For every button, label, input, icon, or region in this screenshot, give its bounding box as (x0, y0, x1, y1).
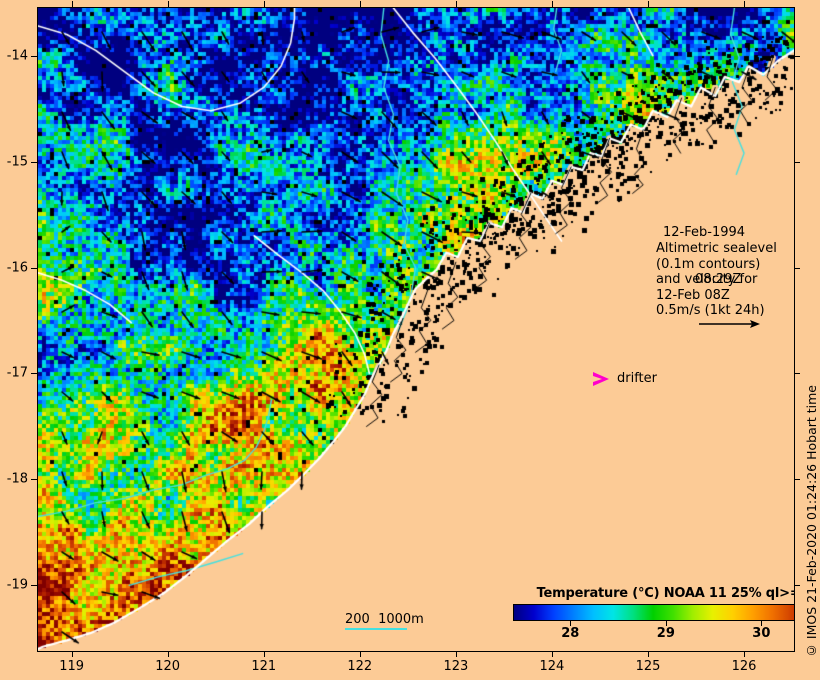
y-tick (31, 55, 37, 57)
y-tick (31, 373, 37, 375)
altimetry-description: Altimetric sealevel (0.1m contours) and … (656, 241, 777, 318)
x-tick-label: 125 (635, 659, 661, 674)
x-tick (551, 651, 553, 657)
colorbar-tick-labels: 28 29 30 (513, 626, 794, 642)
colorbar-gradient-fill (514, 605, 794, 620)
scalebar-label: 200 1000m (345, 612, 424, 627)
colorbar-tick-label: 28 (561, 626, 580, 641)
x-tick-label: 121 (251, 659, 277, 674)
y-tick-right (794, 373, 800, 375)
x-tick-top (744, 1, 746, 7)
x-tick (263, 651, 265, 657)
x-tick (71, 651, 73, 657)
x-tick-top (647, 1, 649, 7)
y-tick-label: -18 (6, 471, 28, 487)
y-tick-label: -14 (6, 48, 28, 64)
colorbar-tick-label: 30 (752, 626, 771, 641)
y-tick-right (794, 161, 800, 163)
colorbar: Temperature (°C) NOAA 11 25% ql>=2 28 29 3… (513, 586, 795, 642)
acquisition-date-annotation: 12-Feb-1994 08:29Z (663, 194, 745, 318)
y-tick (31, 161, 37, 163)
x-tick (455, 651, 457, 657)
drifter-label: drifter (617, 371, 657, 386)
x-tick-top (263, 1, 265, 7)
credit-text: © IMOS 21-Feb-2020 01:24:26 Hobart time (804, 384, 819, 658)
colorbar-title: Temperature (°C) NOAA 11 25% ql>=2 (536, 586, 795, 601)
scalebar-line (345, 628, 407, 630)
colorbar-tick-label: 29 (656, 626, 675, 641)
velocity-scale-arrow-icon (699, 320, 760, 328)
x-tick (744, 651, 746, 657)
drifter-arrow-icon (593, 372, 609, 386)
y-tick-right (794, 585, 800, 587)
y-tick-label: -19 (6, 577, 28, 593)
y-tick-label: -15 (6, 154, 28, 170)
x-tick-top (455, 1, 457, 7)
x-tick-label: 120 (155, 659, 181, 674)
y-tick (31, 479, 37, 481)
colorbar-tick (570, 621, 572, 626)
overlay-vector-layer (38, 8, 794, 651)
x-tick-top (71, 1, 73, 7)
y-tick-right (794, 55, 800, 57)
colorbar-ticks (513, 621, 794, 626)
x-tick-top (359, 1, 361, 7)
y-tick-label: -16 (6, 260, 28, 276)
y-tick (31, 267, 37, 269)
x-tick-top (551, 1, 553, 7)
x-tick-label: 124 (539, 659, 565, 674)
x-tick-label: 123 (443, 659, 469, 674)
x-tick (359, 651, 361, 657)
bathymetry-scalebar: 200 1000m (345, 612, 424, 630)
acquisition-date: 12-Feb-1994 (663, 225, 746, 240)
y-tick-right (794, 267, 800, 269)
colorbar-tick (665, 621, 667, 626)
x-tick-top (167, 1, 169, 7)
y-tick (31, 585, 37, 587)
y-tick-label: -17 (6, 365, 28, 381)
colorbar-tick (761, 621, 763, 626)
x-tick (647, 651, 649, 657)
acquisition-time: 08:29Z (695, 271, 742, 287)
x-tick (167, 651, 169, 657)
x-tick-label: 126 (731, 659, 757, 674)
x-tick-label: 119 (59, 659, 85, 674)
x-tick-label: 122 (347, 659, 373, 674)
y-tick-right (794, 479, 800, 481)
map-plot-area: 12-Feb-1994 08:29Z Altimetric sealevel (… (37, 7, 795, 652)
colorbar-gradient (513, 604, 794, 621)
